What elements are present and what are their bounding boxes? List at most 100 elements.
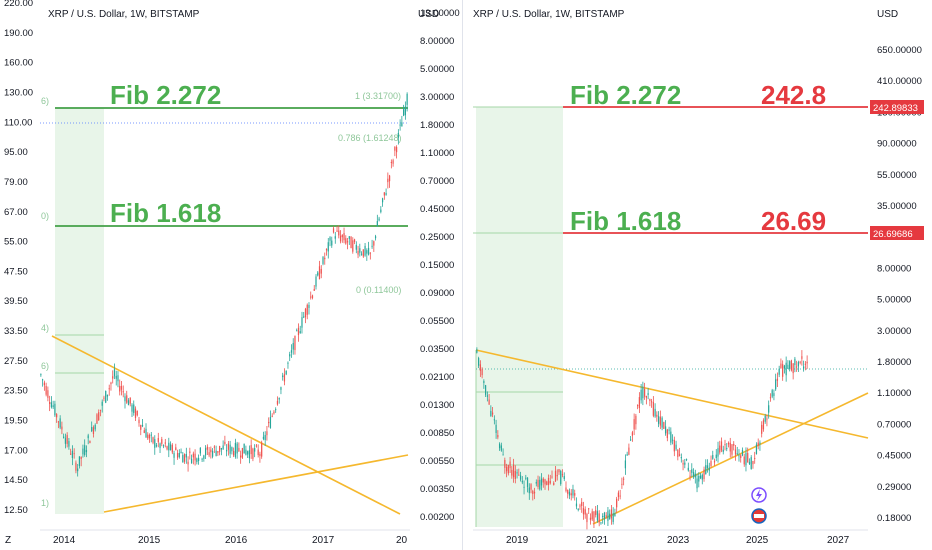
candle-body xyxy=(483,381,485,383)
candle-body xyxy=(768,405,770,413)
candle-body xyxy=(652,402,654,416)
candle-body xyxy=(210,449,212,453)
candle-body xyxy=(99,409,102,411)
candle-body xyxy=(197,457,200,461)
axis-tick-label: 0.70000 xyxy=(420,176,454,187)
candle-body xyxy=(80,456,82,459)
candle-body xyxy=(395,147,398,153)
candle-body xyxy=(488,399,490,405)
candle-body xyxy=(117,375,119,382)
left-log-axis[interactable]: 13.00000 8.00000 5.00000 3.00000 1.80000 1.10… xyxy=(420,8,460,523)
left-price-axis[interactable]: 220.00 190.00 160.00 130.00 110.00 95.00 79.00… xyxy=(4,0,33,516)
candle-body xyxy=(614,513,616,517)
right-fib-1618-label: Fib 1.618 xyxy=(570,206,681,236)
candle-body xyxy=(313,288,315,291)
axis-tick-label: 3.00000 xyxy=(420,92,454,103)
corner-glyph: Z xyxy=(5,535,11,546)
candle-body xyxy=(773,393,775,396)
axis-tick-label: 160.00 xyxy=(4,58,33,69)
candle-body xyxy=(638,397,640,408)
candle-body xyxy=(385,193,387,195)
candle-body xyxy=(766,418,768,420)
candle-body xyxy=(789,361,791,369)
candle-body xyxy=(187,461,189,465)
candle-body xyxy=(731,444,733,455)
candle-body xyxy=(152,437,154,443)
axis-tick-label: 23.50 xyxy=(4,386,28,397)
candle-body xyxy=(568,491,571,496)
candle-body xyxy=(509,461,511,469)
right-price-axis[interactable]: 650.00000410.00000150.0000090.0000055.00… xyxy=(877,45,922,524)
candle-body xyxy=(169,444,172,451)
x-label: 2025 xyxy=(746,535,769,546)
candle-body xyxy=(233,450,235,456)
candle-body xyxy=(698,475,700,482)
candle-body xyxy=(736,453,738,455)
candle-body xyxy=(257,449,259,456)
right-chart-pane[interactable]: XRP / U.S. Dollar, 1W, BITSTAMP USD Fib … xyxy=(462,0,932,550)
candle-body xyxy=(554,470,557,482)
candle-body xyxy=(710,461,712,466)
candle-body xyxy=(579,505,581,507)
candle-body xyxy=(535,482,537,484)
candle-body xyxy=(47,390,49,398)
candle-body xyxy=(699,475,702,479)
candle-body xyxy=(649,399,651,401)
candle-body xyxy=(89,440,91,444)
candle-body xyxy=(278,398,280,400)
candle-body xyxy=(271,415,273,417)
fib-tag: 0) xyxy=(41,211,49,221)
candle-body xyxy=(547,477,550,486)
candle-body xyxy=(329,237,331,241)
candle-body xyxy=(484,385,487,395)
candle-body xyxy=(250,445,252,455)
axis-tick-label: 1.10000 xyxy=(420,148,454,159)
candle-body xyxy=(234,442,237,458)
candle-body xyxy=(138,419,140,424)
axis-tick-label: 55.00 xyxy=(4,237,28,248)
candle-body xyxy=(254,448,256,452)
left-chart-pane[interactable]: XRP / U.S. Dollar, 1W, BITSTAMP USD Fib … xyxy=(0,0,462,550)
right-up-trendline xyxy=(592,392,869,525)
right-chart-svg[interactable]: XRP / U.S. Dollar, 1W, BITSTAMP USD Fib … xyxy=(463,0,932,550)
candle-body xyxy=(336,230,338,232)
candle-body xyxy=(77,468,79,472)
candle-body xyxy=(159,443,161,448)
x-label: 2015 xyxy=(138,535,161,546)
candle-body xyxy=(231,447,233,452)
candle-body xyxy=(296,330,298,332)
candle-body xyxy=(85,450,88,453)
candle-body xyxy=(308,305,310,308)
left-chart-svg[interactable]: XRP / U.S. Dollar, 1W, BITSTAMP USD Fib … xyxy=(0,0,462,550)
candle-body xyxy=(346,241,349,243)
candle-body xyxy=(401,122,403,127)
candle-body xyxy=(796,366,798,368)
candle-body xyxy=(196,458,198,463)
candle-body xyxy=(582,508,585,515)
candle-body xyxy=(360,253,363,255)
left-candles xyxy=(40,92,408,477)
candle-body xyxy=(61,426,63,430)
candle-body xyxy=(519,475,522,480)
candle-body xyxy=(726,448,728,450)
candle-body xyxy=(803,366,805,369)
candle-body xyxy=(268,421,270,424)
candle-body xyxy=(164,442,166,444)
target-2669-label: 26.69 xyxy=(761,206,826,236)
candle-body xyxy=(479,364,481,371)
candle-body xyxy=(794,358,796,366)
candle-body xyxy=(381,198,384,203)
candle-body xyxy=(542,478,544,483)
candle-body xyxy=(310,296,312,298)
candle-body xyxy=(478,358,480,366)
candle-body xyxy=(219,446,221,452)
candle-body xyxy=(359,248,361,253)
candle-body xyxy=(352,240,354,252)
candle-body xyxy=(283,374,286,382)
candle-body xyxy=(287,362,289,364)
candle-body xyxy=(155,445,158,447)
candle-body xyxy=(273,411,275,414)
candle-body xyxy=(505,466,508,472)
candle-body xyxy=(729,442,731,452)
candle-body xyxy=(637,405,639,407)
